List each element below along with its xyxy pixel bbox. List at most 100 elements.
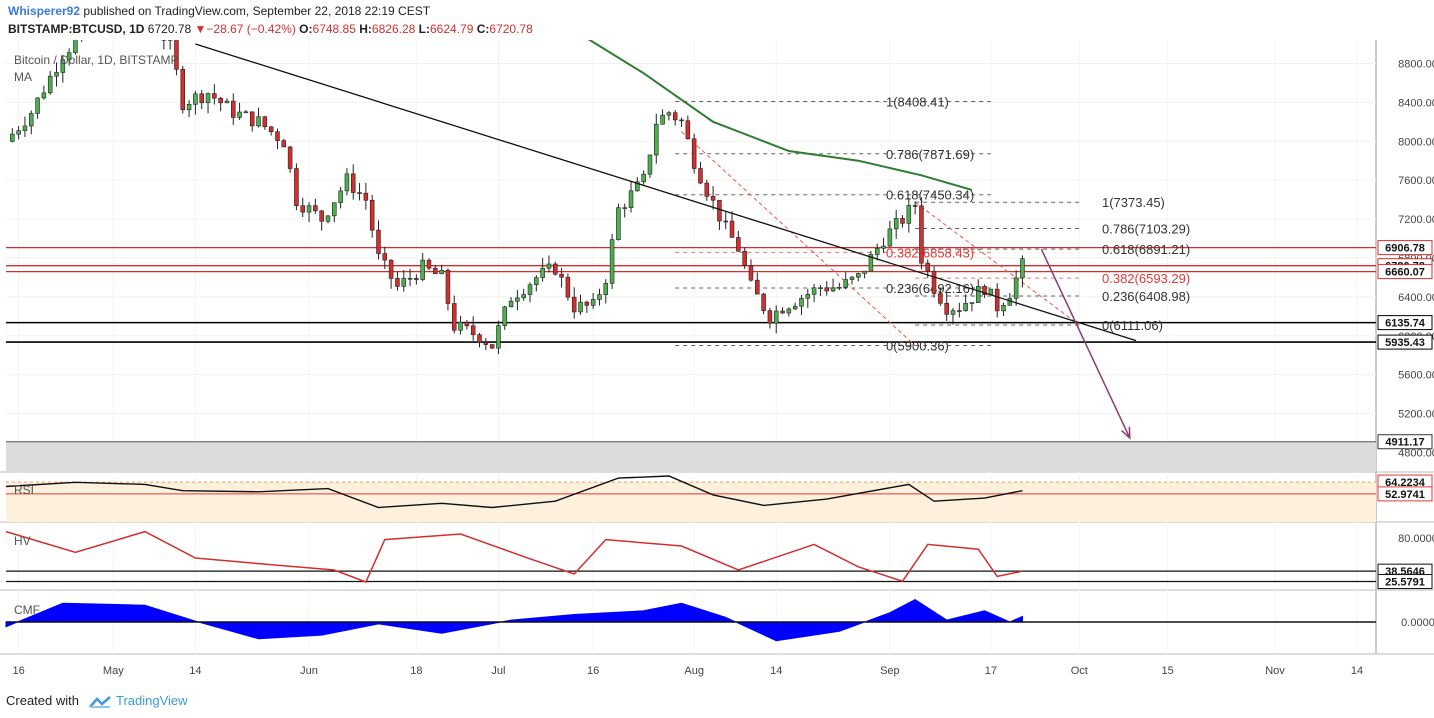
rsi-band	[6, 482, 1376, 522]
down-triangle-icon: ▼	[194, 22, 207, 36]
author-link[interactable]: Whisperer92	[8, 4, 81, 18]
time-tick-label: Aug	[684, 665, 704, 677]
open-value: 6748.85	[312, 22, 356, 36]
candle-up	[521, 294, 526, 299]
fib-level-label: 0.236(6408.98)	[1102, 289, 1190, 304]
candle-up	[868, 254, 874, 272]
candle-up	[35, 97, 40, 114]
candle-up	[439, 270, 444, 275]
price-label-box	[1377, 264, 1433, 280]
candle-up	[963, 303, 968, 311]
candle-down	[218, 97, 223, 104]
candle-up	[546, 263, 552, 269]
candle-up	[306, 205, 312, 213]
candle-down	[710, 196, 716, 201]
price-label-box	[1377, 334, 1433, 350]
candle-up	[976, 286, 981, 303]
fib-diagonal	[914, 201, 1080, 326]
candle-down	[691, 138, 697, 169]
candle-down	[994, 288, 1000, 312]
high-value: 6826.28	[371, 22, 416, 36]
price-tick-label: 7600.00	[1398, 175, 1434, 187]
fib-level-label: 0.618(6891.21)	[1102, 242, 1190, 257]
time-tick-label: 14	[1351, 665, 1363, 677]
rsi-label: 64.2234	[1385, 477, 1426, 489]
candle-down	[369, 199, 375, 231]
candle-up	[881, 245, 886, 249]
fib-level-label: 0.786(7871.69)	[886, 147, 974, 162]
candle-down	[780, 310, 785, 314]
price-axis: 8800.008400.008000.007600.007200.006800.…	[1377, 58, 1434, 629]
candle-down	[919, 205, 924, 264]
candle-up	[66, 52, 72, 60]
candle-down	[212, 93, 217, 99]
price-tick-label: 8800.00	[1398, 58, 1434, 70]
time-tick-label: Oct	[1071, 665, 1088, 677]
candle-down	[489, 344, 495, 349]
candle-up	[887, 228, 893, 247]
candle-up	[186, 104, 192, 111]
candle-up	[193, 93, 198, 105]
chart-header: Whisperer92 published on TradingView.com…	[0, 0, 1434, 40]
candle-up	[597, 294, 602, 300]
candle-down	[565, 276, 571, 298]
price-chart[interactable]: 1(8408.41) 0.786(7871.69) 0.618(7450.34) 0.…	[0, 40, 1434, 688]
candle-up	[515, 297, 520, 302]
candle-up	[1001, 304, 1006, 312]
candle-up	[799, 297, 804, 307]
candle-up	[666, 112, 672, 116]
candle-down	[698, 168, 703, 184]
candle-up	[603, 283, 609, 295]
time-tick-label: Jun	[300, 665, 318, 677]
candle-down	[433, 267, 438, 275]
candle-down	[300, 205, 305, 213]
candle-up	[540, 267, 545, 278]
time-tick-label: 14	[189, 665, 201, 677]
candle-up	[534, 277, 539, 286]
tradingview-brand-link[interactable]: TradingView	[88, 693, 188, 709]
grid	[6, 40, 1376, 654]
candle-down	[672, 112, 678, 121]
candle-up	[805, 293, 811, 299]
candle-up	[420, 259, 425, 280]
time-tick-label: 17	[985, 665, 997, 677]
candle-up	[969, 302, 975, 304]
candle-up	[616, 207, 621, 240]
candle-up	[502, 306, 508, 326]
publish-line: Whisperer92 published on TradingView.com…	[8, 4, 430, 18]
candle-up	[73, 40, 78, 54]
candle-down	[464, 321, 470, 327]
candle-up	[818, 287, 823, 290]
candle-up	[54, 72, 59, 77]
canvas-bg	[0, 40, 1434, 688]
footer: Created with TradingView	[0, 688, 1434, 718]
candle-up	[243, 111, 249, 114]
candle-down	[275, 131, 280, 141]
hv-label: 25.5791	[1385, 577, 1425, 589]
cmf-tick-label: 0.0000	[1401, 617, 1434, 629]
candle-up	[496, 325, 501, 349]
price-label: 6660.07	[1385, 267, 1425, 279]
candle-up	[10, 133, 15, 142]
candle-up	[508, 300, 514, 308]
candle-up	[950, 310, 956, 315]
time-tick-label: 16	[587, 665, 599, 677]
hv-label-box	[1377, 574, 1433, 590]
price-tick-label: 4800.00	[1398, 448, 1434, 460]
candle-up	[893, 218, 899, 230]
published-text: published on TradingView.com, September …	[83, 4, 431, 18]
candle-up	[325, 215, 331, 222]
candle-down	[912, 205, 918, 207]
candle-up	[654, 123, 659, 156]
candle-down	[982, 286, 987, 295]
time-tick-label: 15	[1162, 665, 1174, 677]
candle-up	[628, 190, 634, 208]
tradingview-brand-label: TradingView	[116, 693, 188, 708]
candle-up	[609, 239, 615, 284]
time-tick-label: May	[103, 665, 124, 677]
candle-down	[313, 205, 318, 212]
time-tick-label: Nov	[1265, 665, 1285, 677]
candle-down	[350, 173, 356, 193]
rsi-legend: RSI	[14, 483, 34, 497]
candle-up	[237, 111, 242, 118]
